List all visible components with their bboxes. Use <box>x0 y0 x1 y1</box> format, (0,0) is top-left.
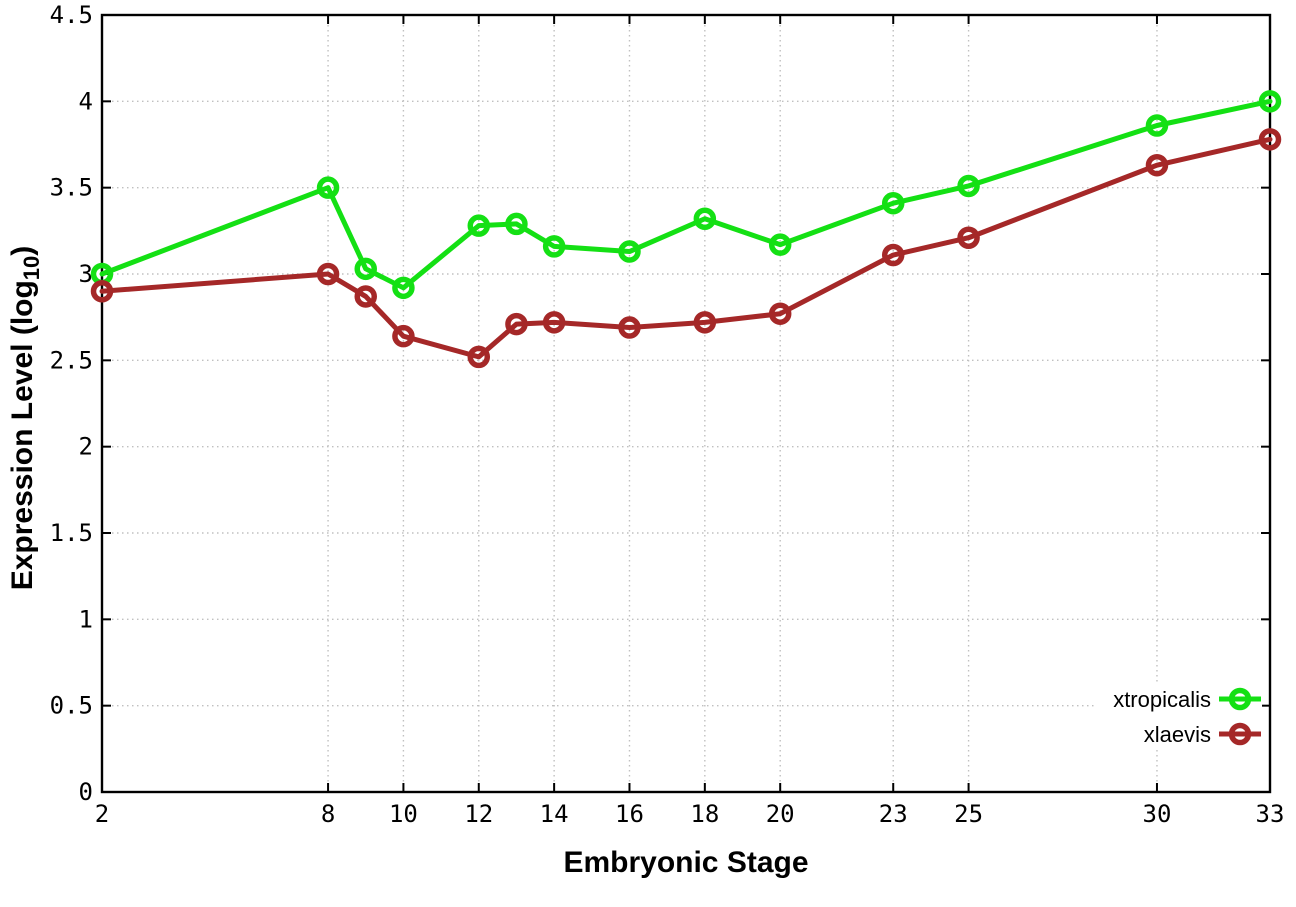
data-point-xtropicalis <box>768 233 792 256</box>
data-point-xlaevis <box>768 302 792 325</box>
data-point-xlaevis <box>1258 128 1282 151</box>
data-point-xtropicalis <box>505 212 528 236</box>
x-tick-label: 12 <box>464 800 493 828</box>
data-point-xtropicalis <box>354 257 377 281</box>
x-tick-label: 25 <box>954 800 983 828</box>
data-point-xtropicalis <box>881 191 905 215</box>
data-point-xlaevis <box>392 324 415 348</box>
y-axis-title: Expression Level (log10) <box>6 246 44 591</box>
x-tick-label: 16 <box>615 800 644 828</box>
x-tick-label: 10 <box>389 800 418 828</box>
data-point-xtropicalis <box>316 176 340 199</box>
data-point-xlaevis <box>1145 153 1169 177</box>
data-point-xlaevis <box>693 311 717 334</box>
legend: xtropicalis xlaevis <box>1096 682 1262 748</box>
x-tick-label: 20 <box>766 800 795 828</box>
data-point-xtropicalis <box>392 276 415 300</box>
y-tick-label: 3.5 <box>50 174 93 202</box>
data-point-xtropicalis <box>1258 90 1282 113</box>
y-tick-label: 0.5 <box>50 692 93 720</box>
x-tick-label: 14 <box>540 800 569 828</box>
data-point-xlaevis <box>505 312 528 336</box>
data-point-xtropicalis <box>542 235 566 258</box>
legend-entry-xlaevis: xlaevis <box>1144 722 1261 747</box>
legend-label: xlaevis <box>1144 722 1211 747</box>
y-tick-label: 4 <box>79 87 93 115</box>
y-tick-label: 2 <box>79 433 93 461</box>
data-point-xlaevis <box>618 316 641 339</box>
y-tick-label: 1.5 <box>50 519 93 547</box>
x-tick-label: 33 <box>1256 800 1285 828</box>
data-point-xtropicalis <box>957 174 980 198</box>
data-point-xtropicalis <box>1145 114 1169 137</box>
x-tick-label: 18 <box>690 800 719 828</box>
y-tick-label: 1 <box>79 605 93 633</box>
data-point-xlaevis <box>316 262 340 286</box>
y-tick-label: 2.5 <box>50 346 93 374</box>
x-axis-title: Embryonic Stage <box>563 846 808 879</box>
series-layer <box>90 90 1282 369</box>
data-point-xlaevis <box>542 311 566 334</box>
x-tick-label: 8 <box>321 800 335 828</box>
data-point-xtropicalis <box>467 214 491 237</box>
legend-label: xtropicalis <box>1113 687 1211 712</box>
y-tick-label: 4.5 <box>50 1 93 29</box>
data-point-xlaevis <box>467 345 491 369</box>
data-point-xlaevis <box>957 226 980 249</box>
x-tick-label: 30 <box>1143 800 1172 828</box>
data-point-xtropicalis <box>618 240 641 263</box>
y-tick-label: 3 <box>79 260 93 288</box>
legend-marker-sample <box>1228 687 1252 711</box>
legend-entry-xtropicalis: xtropicalis <box>1113 687 1261 712</box>
tick-label-layer: 2 8 10 12 14 16 18 20 23 25 30 33 0 0.5 1 1.5 2 2.5 3 3.5 4 4… <box>50 1 1285 828</box>
legend-marker-sample <box>1228 722 1252 746</box>
y-tick-label: 0 <box>79 778 93 806</box>
x-tick-label: 2 <box>95 800 109 828</box>
x-tick-label: 23 <box>879 800 908 828</box>
data-point-xlaevis <box>881 243 905 267</box>
plot-border <box>100 13 1272 794</box>
data-point-xlaevis <box>354 285 377 308</box>
data-point-xtropicalis <box>693 207 717 230</box>
data-point-xlaevis <box>90 280 114 303</box>
